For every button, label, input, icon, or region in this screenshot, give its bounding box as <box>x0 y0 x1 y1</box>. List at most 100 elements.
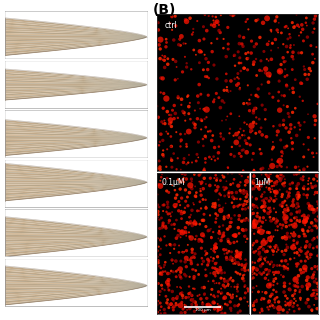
Point <box>248 213 253 218</box>
Point <box>236 262 241 267</box>
Point <box>309 308 314 313</box>
Point <box>290 20 295 25</box>
Point <box>260 308 265 313</box>
Point <box>209 235 214 240</box>
Point <box>212 158 218 163</box>
Point <box>235 271 240 276</box>
Point <box>175 233 180 238</box>
Point <box>171 298 176 303</box>
Point <box>160 76 165 81</box>
Point <box>246 56 251 61</box>
Point <box>279 226 284 231</box>
Point <box>196 272 201 277</box>
Point <box>175 294 180 299</box>
Point <box>260 166 265 171</box>
Point <box>315 179 320 184</box>
Point <box>284 44 289 49</box>
Point <box>311 223 316 228</box>
Point <box>226 46 231 52</box>
Point <box>285 50 290 55</box>
Point <box>178 303 183 308</box>
Point <box>277 263 282 268</box>
Point <box>187 291 192 296</box>
Point <box>282 211 287 216</box>
Point <box>250 243 255 248</box>
Point <box>258 263 263 268</box>
Point <box>238 202 244 207</box>
Point <box>285 266 291 271</box>
Point <box>199 193 204 198</box>
Point <box>256 186 261 191</box>
Point <box>262 200 267 205</box>
Point <box>209 41 214 46</box>
Point <box>275 281 280 286</box>
Point <box>250 266 255 271</box>
Point <box>170 183 175 188</box>
Point <box>311 293 316 299</box>
Point <box>281 122 286 127</box>
Point <box>294 183 300 188</box>
Point <box>294 250 300 255</box>
Point <box>280 151 285 156</box>
Point <box>236 253 242 258</box>
Point <box>244 202 249 207</box>
Point <box>183 118 188 123</box>
Point <box>273 17 278 22</box>
Point <box>279 258 284 263</box>
Point <box>249 246 254 251</box>
Point <box>159 172 164 177</box>
Point <box>284 234 290 239</box>
Point <box>237 34 242 39</box>
Point <box>261 296 267 301</box>
Point <box>270 95 276 100</box>
Point <box>308 255 313 260</box>
Point <box>204 251 209 256</box>
Point <box>176 42 181 47</box>
Point <box>276 270 281 275</box>
Point <box>291 90 296 95</box>
Point <box>250 203 255 208</box>
Point <box>249 269 254 274</box>
Point <box>238 251 243 256</box>
Point <box>259 204 264 210</box>
Point <box>284 73 290 78</box>
Point <box>271 276 276 282</box>
Point <box>296 190 301 195</box>
Point <box>187 230 192 235</box>
Point <box>295 218 300 223</box>
Point <box>184 176 189 181</box>
Point <box>298 296 303 301</box>
Point <box>283 248 288 253</box>
Point <box>202 12 207 17</box>
Point <box>264 134 269 139</box>
Point <box>188 183 193 188</box>
Point <box>253 220 258 225</box>
Point <box>296 234 301 239</box>
Point <box>233 269 238 275</box>
Point <box>273 270 278 275</box>
Point <box>203 267 208 272</box>
Point <box>239 154 244 159</box>
Point <box>185 94 190 99</box>
Point <box>189 236 194 241</box>
Point <box>283 59 288 64</box>
Point <box>202 176 207 181</box>
Point <box>201 107 206 112</box>
Point <box>306 256 311 261</box>
Point <box>288 186 293 191</box>
Point <box>292 296 297 301</box>
Point <box>265 42 270 47</box>
Point <box>181 41 186 46</box>
Point <box>215 254 220 259</box>
Point <box>303 245 308 250</box>
Point <box>255 266 260 271</box>
Point <box>184 230 189 236</box>
Point <box>242 234 247 239</box>
Point <box>292 276 297 281</box>
Point <box>305 35 310 40</box>
Point <box>303 259 308 264</box>
Point <box>233 234 238 239</box>
Point <box>206 303 211 308</box>
Point <box>197 60 202 65</box>
Point <box>175 268 180 273</box>
